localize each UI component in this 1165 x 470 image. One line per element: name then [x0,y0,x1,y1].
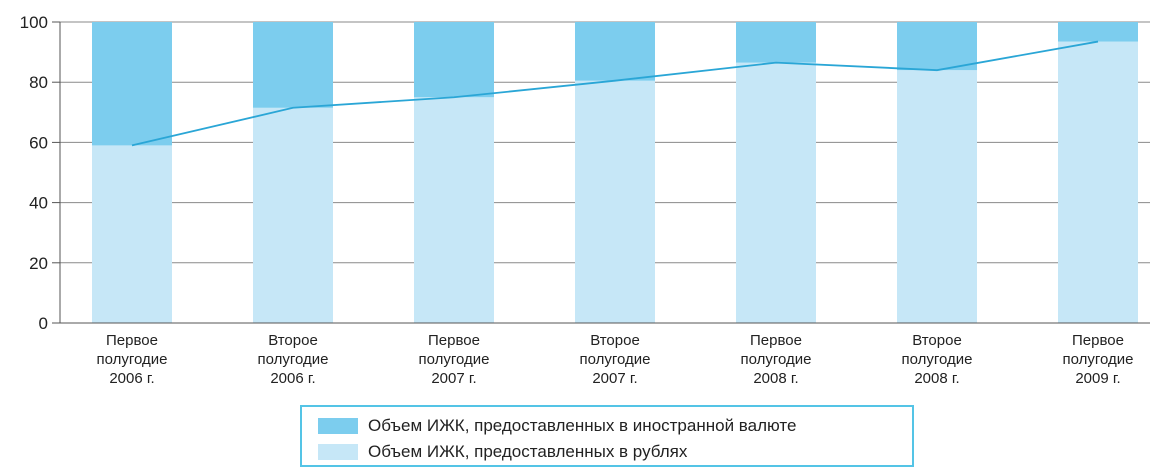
legend-item-rubles: Объем ИЖК, предоставленных в рублях [318,441,687,463]
y-tick-label: 60 [29,133,48,152]
x-category-label: полугодие [418,351,489,368]
legend: Объем ИЖК, предоставленных в иностранной… [300,405,914,467]
bar-foreign [575,22,655,81]
bar-foreign [414,22,494,98]
x-category-label: Второе [590,332,640,349]
trend-line-group [131,40,1099,147]
bar-foreign [253,22,333,108]
x-category-label: Первое [750,332,802,349]
x-category-label: 2007 г. [431,370,476,387]
bar-rubles [897,70,977,323]
bar-rubles [575,80,655,323]
x-category-label: Первое [428,332,480,349]
bar-foreign [736,22,816,63]
legend-swatch-foreign [318,418,358,434]
x-category-label: 2006 г. [270,370,315,387]
bar-rubles [92,145,172,323]
x-category-label: полугодие [96,351,167,368]
x-category-label: Первое [106,332,158,349]
legend-swatch-rubles [318,444,358,460]
x-category-label: Второе [912,332,962,349]
x-category-label: 2008 г. [914,370,959,387]
x-category-labels: Первое полугодие 2006 г. Второе полугодие 200… [96,332,1133,387]
trend-line [131,40,1099,147]
x-category-label: полугодие [1062,351,1133,368]
y-tick-labels: 0 20 40 60 80 100 [20,13,48,333]
bar-rubles [253,107,333,323]
bar-rubles [1058,41,1138,323]
x-category-label: Первое [1072,332,1124,349]
bars [92,22,1138,323]
bar-foreign [1058,22,1138,42]
y-tick-label: 0 [39,314,48,333]
legend-label-foreign: Объем ИЖК, предоставленных в иностранной… [368,416,797,435]
y-tick-label: 80 [29,73,48,92]
x-category-label: 2008 г. [753,370,798,387]
legend-label-rubles: Объем ИЖК, предоставленных в рублях [368,442,688,461]
x-category-label: 2007 г. [592,370,637,387]
bar-rubles [736,62,816,323]
y-tick-label: 100 [20,13,48,32]
x-category-label: полугодие [257,351,328,368]
x-category-label: полугодие [740,351,811,368]
legend-item-foreign: Объем ИЖК, предоставленных в иностранной… [318,415,796,437]
bar-rubles [414,97,494,323]
y-tick-label: 20 [29,254,48,273]
bar-foreign [92,22,172,146]
x-category-label: 2006 г. [109,370,154,387]
x-category-label: полугодие [901,351,972,368]
x-category-label: 2009 г. [1075,370,1120,387]
bar-foreign [897,22,977,71]
axes [52,21,1150,324]
x-category-label: полугодие [579,351,650,368]
y-tick-label: 40 [29,194,48,213]
x-category-label: Второе [268,332,318,349]
